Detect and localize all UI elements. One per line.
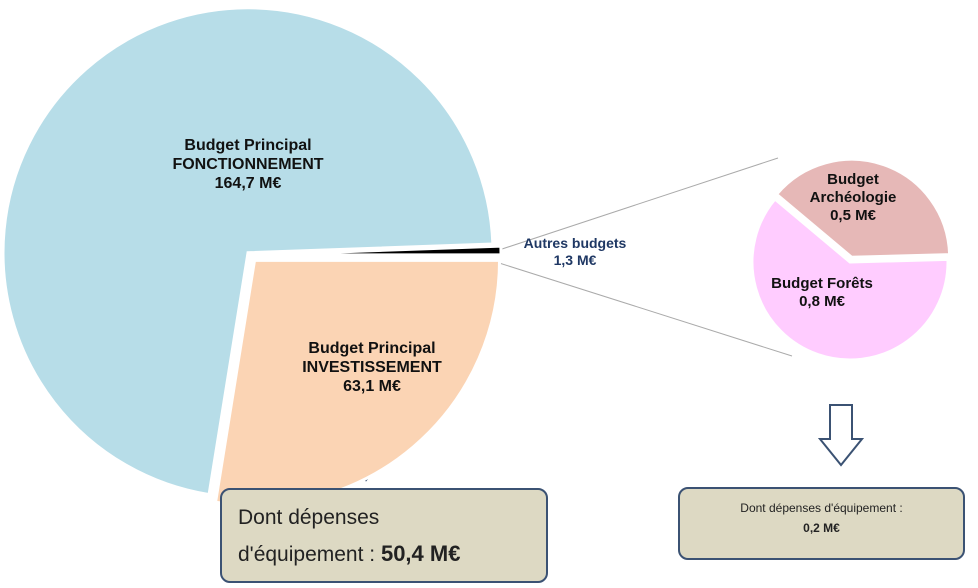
value-label: 0,5 M€: [830, 207, 876, 224]
value-label: 63,1 M€: [343, 378, 401, 396]
annotation-text: Dont dépenses d'équipement :: [238, 506, 380, 566]
pie-slice: [774, 157, 952, 259]
category-label: Budget Principal FONCTIONNEMENT: [172, 137, 324, 174]
annotation-text: Dont dépenses d'équipement :: [740, 501, 903, 515]
pie-slice: [255, 244, 503, 257]
annotation-value: 50,4 M€: [380, 541, 461, 566]
slice-label: Budget Principal INVESTISSEMENT 63,1 M€: [302, 339, 442, 397]
category-label: Autres budgets: [523, 235, 627, 252]
category-label: Budget Principal INVESTISSEMENT: [302, 340, 442, 377]
connector-line: [495, 261, 793, 357]
slice-label: Autres budgets 1,3 M€: [524, 235, 627, 269]
slice-label: Budget Archéologie 0,5 M€: [810, 171, 897, 225]
slice-label: Budget Forêts 0,8 M€: [771, 275, 873, 311]
slice-label: Budget Principal FONCTIONNEMENT 164,7 M€: [172, 136, 323, 194]
connector-line: [495, 157, 779, 252]
value-label: 1,3 M€: [553, 252, 597, 268]
annotation-box: Dont dépenses d'équipement : 50,4 M€: [220, 488, 548, 583]
category-label: Budget Forêts: [771, 275, 873, 292]
annotation-value: 0,2 M€: [803, 521, 840, 535]
arrow: [817, 404, 865, 467]
pie-slice: [1, 6, 495, 497]
value-label: 0,8 M€: [799, 293, 845, 310]
value-label: 164,7 M€: [214, 175, 282, 193]
category-label: Budget Archéologie: [809, 171, 897, 206]
pie-slice: [750, 196, 950, 362]
annotation-box: Dont dépenses d'équipement : 0,2 M€: [678, 487, 965, 560]
annotation: Dont dépenses d'équipement : 50,4 M€: [238, 500, 460, 573]
